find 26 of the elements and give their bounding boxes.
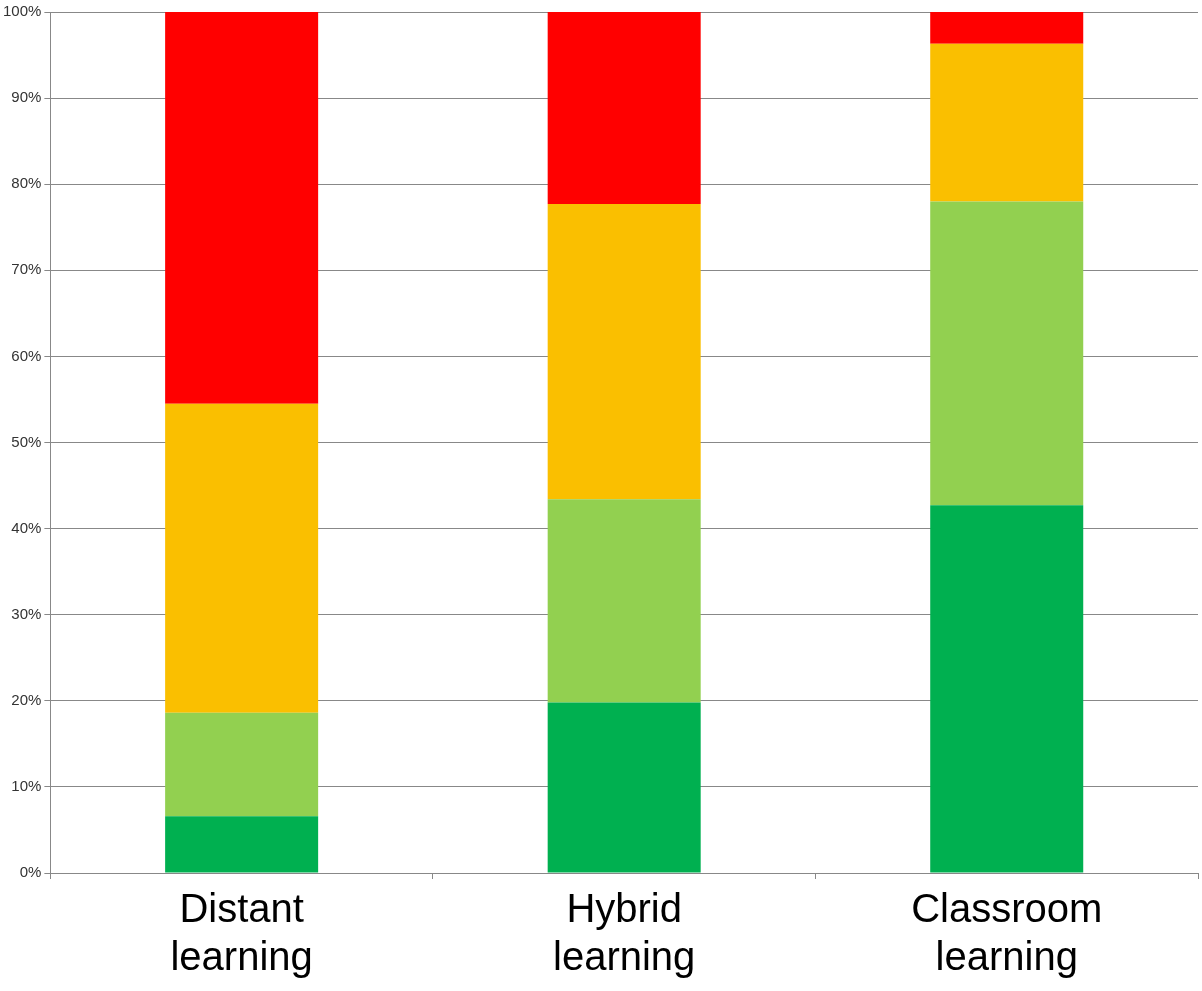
y-tick-label: 0% <box>19 863 42 881</box>
bar <box>547 204 701 500</box>
bar <box>165 816 319 873</box>
x-tick-label: Classroom learning <box>911 886 1103 979</box>
bar <box>165 12 319 404</box>
bar <box>547 702 701 873</box>
bar <box>165 712 319 817</box>
y-tick-label: 100% <box>2 2 42 20</box>
bar <box>547 12 701 204</box>
y-tick-label: 70% <box>11 260 42 278</box>
x-tick-label: Hybrid learning <box>553 886 696 979</box>
y-tick-label: 90% <box>11 88 42 106</box>
y-tick-label: 30% <box>11 604 42 622</box>
y-tick-label: 20% <box>11 690 42 708</box>
bar <box>930 505 1084 873</box>
y-tick-label: 50% <box>11 432 42 450</box>
y-tick-label: 10% <box>11 777 42 795</box>
bar <box>165 403 319 713</box>
x-tick-label: Distant learning <box>170 886 313 979</box>
bar <box>930 201 1084 506</box>
bar <box>930 12 1084 44</box>
y-tick-label: 80% <box>11 174 42 192</box>
bar <box>930 43 1084 202</box>
y-tick-label: 40% <box>11 518 42 536</box>
y-tick-label: 60% <box>11 346 42 364</box>
bar <box>547 499 701 703</box>
